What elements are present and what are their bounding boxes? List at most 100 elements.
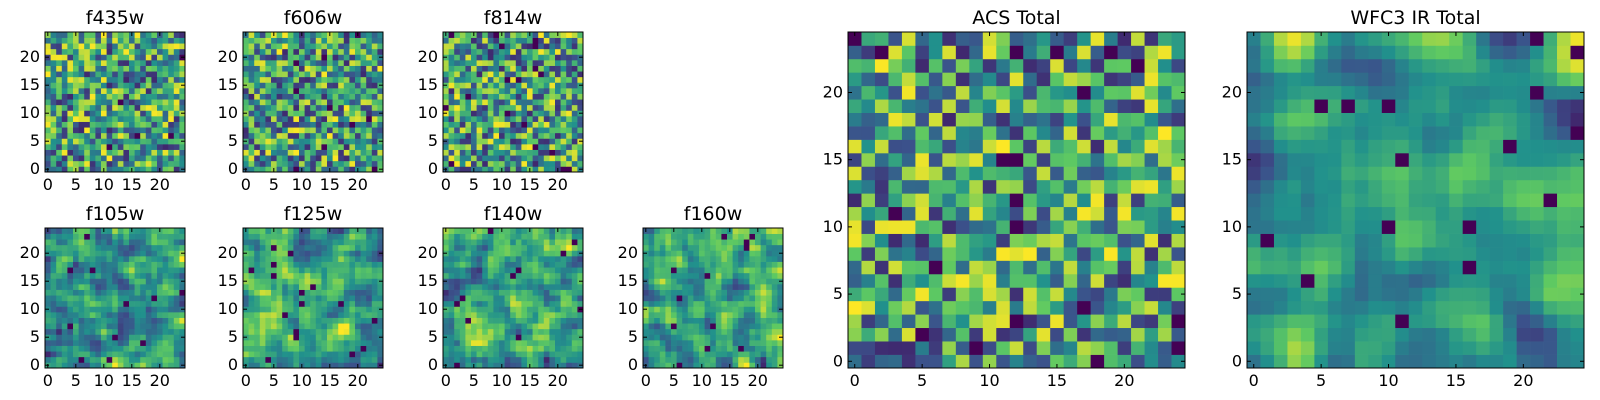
heatmap-cell [982, 287, 997, 302]
heatmap-cell [482, 32, 489, 38]
heatmap-cell [327, 306, 333, 313]
heatmap-cell [942, 341, 957, 355]
heatmap-cell [665, 256, 672, 262]
heatmap-cell [145, 239, 152, 246]
heatmap-cell [777, 345, 784, 352]
heatmap-cell [95, 300, 102, 307]
heatmap-cell [499, 239, 505, 246]
heatmap-cell [1117, 220, 1132, 234]
heatmap-cell [360, 351, 367, 358]
heatmap-cell [360, 362, 367, 369]
heatmap-cell [704, 250, 711, 257]
heatmap-cell [168, 144, 175, 150]
heatmap-cell [271, 300, 277, 307]
heatmap-cell [315, 104, 322, 111]
heatmap-cell [73, 272, 79, 279]
heatmap-cell [265, 71, 272, 78]
heatmap-cell [532, 340, 539, 346]
heatmap-cell [476, 138, 483, 145]
heatmap-cell [538, 166, 545, 173]
heatmap-cell [315, 289, 322, 296]
heatmap-cell [743, 250, 750, 257]
heatmap-cell [1090, 260, 1105, 275]
y-tick-label: 0 [428, 159, 438, 178]
heatmap-cell [493, 121, 500, 128]
heatmap-cell [1023, 179, 1038, 194]
heatmap-cell [682, 356, 689, 363]
heatmap-cell [299, 250, 305, 257]
heatmap-cell [566, 306, 573, 313]
heatmap-cell [343, 356, 350, 363]
heatmap-cell [454, 289, 461, 296]
heatmap-cell [555, 43, 561, 50]
heatmap-cell [304, 37, 311, 44]
heatmap-cell [682, 284, 689, 290]
heatmap-cell [928, 247, 943, 261]
heatmap-cell [315, 250, 322, 257]
heatmap-cell [377, 149, 384, 156]
heatmap-cell [454, 144, 461, 150]
heatmap-cell [78, 82, 85, 89]
heatmap-cell [254, 76, 261, 83]
heatmap-cell [332, 362, 339, 369]
heatmap-cell [332, 356, 339, 363]
x-tick-label: 5 [71, 175, 81, 194]
heatmap-cell [515, 110, 522, 117]
heatmap-cell [56, 356, 63, 363]
heatmap-cell [50, 37, 57, 44]
heatmap-cell [493, 43, 500, 50]
heatmap-cell [168, 110, 175, 117]
heatmap-cell [355, 244, 361, 251]
heatmap-cell [168, 127, 175, 134]
heatmap-cell [117, 345, 124, 352]
heatmap-cell [671, 284, 677, 290]
heatmap-cell [282, 256, 289, 262]
heatmap-cell [140, 250, 147, 257]
heatmap-cell [377, 93, 384, 100]
heatmap-cell [106, 317, 113, 324]
heatmap-cell [123, 317, 130, 324]
heatmap-cell [61, 323, 68, 330]
heatmap-cell [179, 233, 186, 240]
heatmap-cell [476, 88, 483, 94]
heatmap-cell [248, 345, 255, 352]
heatmap-cell [360, 250, 367, 257]
heatmap-cell [56, 300, 63, 307]
heatmap-cell [515, 82, 522, 89]
heatmap-cell [693, 267, 700, 274]
heatmap-cell [465, 116, 472, 122]
heatmap-cell [888, 179, 903, 194]
heatmap-cell [106, 306, 113, 313]
heatmap-cell [134, 127, 141, 134]
x-tick-label: 5 [269, 175, 279, 194]
heatmap-cell [50, 250, 57, 257]
heatmap-cell [168, 312, 175, 318]
heatmap-cell [1104, 273, 1118, 288]
heatmap-cell [648, 278, 655, 285]
heatmap-cell [371, 312, 378, 318]
heatmap-cell [760, 261, 767, 268]
heatmap-cell [654, 317, 661, 324]
heatmap-cell [476, 104, 483, 111]
heatmap-cell [459, 261, 466, 268]
heatmap-cell [482, 244, 489, 251]
heatmap-cell [1171, 300, 1186, 315]
heatmap-cell [338, 88, 345, 94]
heatmap-cell [287, 289, 294, 296]
heatmap-cell [727, 317, 733, 324]
heatmap-cell [343, 228, 350, 234]
heatmap-cell [265, 295, 272, 302]
heatmap-cell [106, 323, 113, 330]
heatmap-cell [549, 60, 556, 66]
heatmap-cell [487, 155, 494, 162]
heatmap-cell [145, 160, 152, 167]
heatmap-cell [360, 155, 367, 162]
heatmap-cell [173, 32, 180, 38]
heatmap-cell [50, 60, 57, 66]
heatmap-cell [50, 54, 57, 61]
heatmap-cell [282, 328, 289, 335]
heatmap-cell [45, 272, 51, 279]
heatmap-cell [549, 65, 556, 72]
heatmap-cell [299, 233, 305, 240]
